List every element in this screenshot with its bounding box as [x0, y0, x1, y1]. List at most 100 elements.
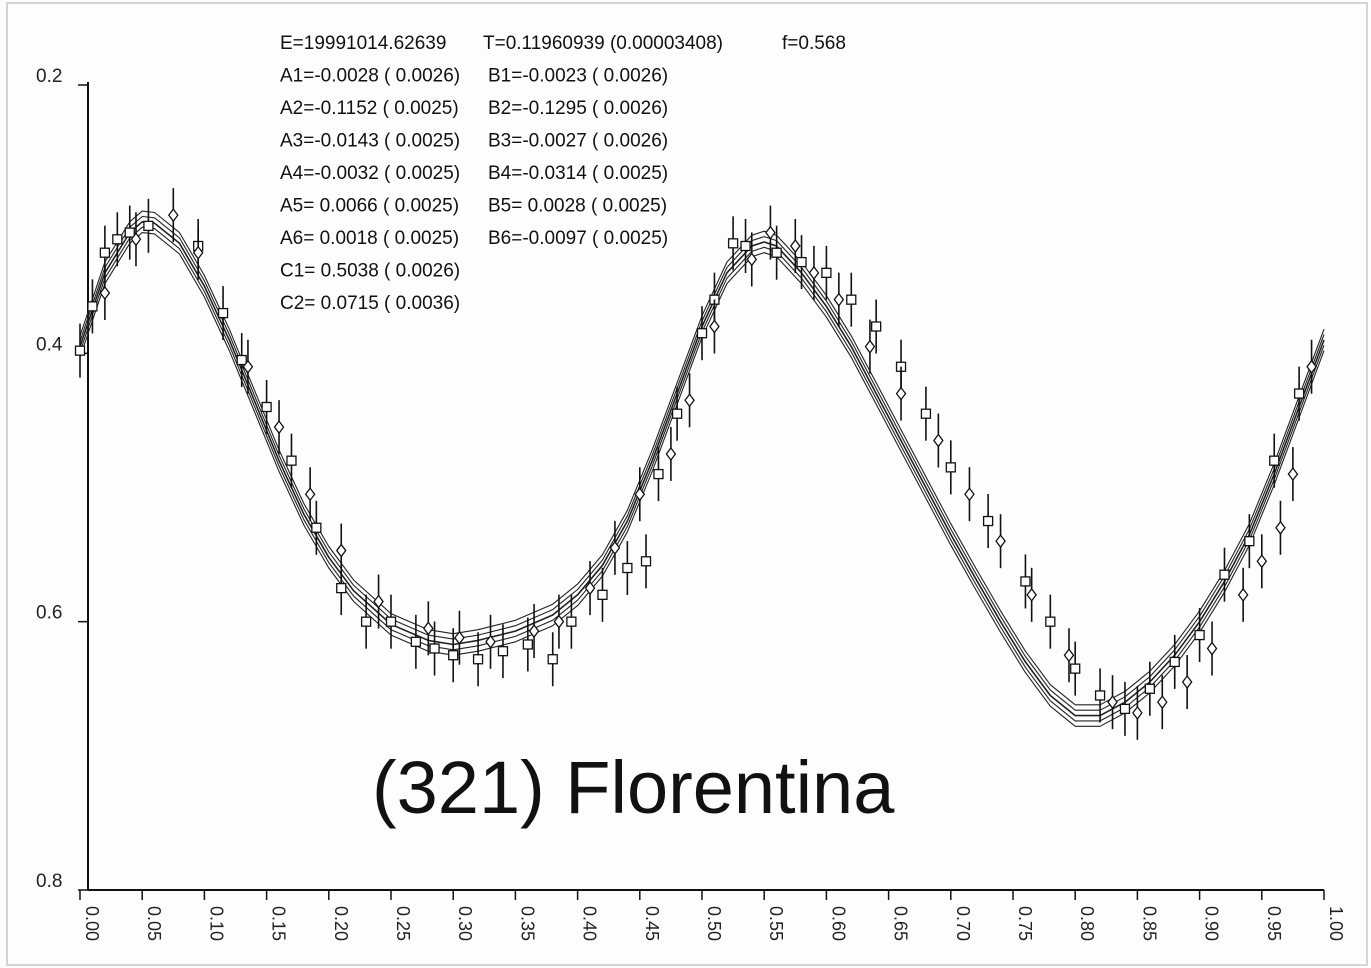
square-marker: [653, 468, 664, 480]
x-tick-label: 0.55: [766, 906, 786, 941]
diamond-marker: [1275, 520, 1286, 535]
diamond-marker: [1287, 466, 1299, 482]
x-tick-label: 0.95: [1264, 906, 1284, 941]
parameter-text: B4=-0.0314 ( 0.0025): [488, 163, 668, 184]
diamond-marker: [765, 225, 776, 240]
diamond-marker: [130, 232, 142, 247]
diamond-marker: [964, 487, 975, 502]
square-marker: [522, 639, 533, 650]
diamond-marker: [485, 634, 496, 649]
diamond-marker: [864, 339, 876, 354]
axes: 0.2 0.4 0.6 0.8 0.00 0.05 0.10 0.15 0.20 0.25 0.30…: [36, 66, 1346, 941]
parameter-text: T=0.11960939 (0.00003408): [483, 33, 723, 54]
x-tick-label: 0.15: [269, 906, 289, 941]
diamond-point: [1181, 655, 1193, 710]
square-point: [1194, 608, 1205, 663]
x-tick-label: 0.05: [144, 906, 164, 941]
parameter-text: C1= 0.5038 ( 0.0026): [280, 261, 460, 282]
diamond-point: [528, 604, 540, 659]
square-point: [1169, 634, 1180, 689]
diamond-marker: [1306, 359, 1317, 374]
diamond-marker: [789, 238, 801, 254]
square-marker: [821, 267, 832, 278]
square-point: [360, 594, 372, 649]
diamond-point: [864, 319, 876, 374]
parameter-text: E=19991014.62639: [280, 33, 446, 54]
square-marker: [796, 256, 807, 268]
diamond-marker: [454, 630, 465, 645]
square-point: [653, 447, 664, 502]
parameter-text: A6= 0.0018 ( 0.0025): [280, 228, 459, 249]
square-marker: [497, 646, 509, 657]
square-marker: [112, 234, 123, 245]
square-marker: [1244, 536, 1255, 547]
y-tick-label: 0.2: [36, 66, 62, 87]
x-tick-label: 0.20: [331, 906, 351, 941]
square-point: [1020, 554, 1031, 609]
diamond-point: [964, 467, 975, 522]
x-tick-label: 0.75: [1015, 906, 1035, 941]
diamond-marker: [684, 393, 695, 408]
square-marker: [87, 301, 98, 312]
square-point: [1219, 547, 1230, 602]
x-tick-label: 0.40: [580, 906, 600, 941]
square-marker: [429, 643, 440, 654]
x-tick-label: 0.10: [206, 906, 226, 941]
square-point: [1119, 681, 1131, 736]
square-point: [1094, 668, 1106, 723]
square-point: [429, 621, 440, 676]
fit-curve-line: [79, 210, 1325, 706]
x-tick-label: 0.70: [953, 906, 973, 941]
square-marker: [871, 321, 882, 332]
square-marker: [640, 556, 652, 567]
square-marker: [385, 616, 397, 627]
square-point: [740, 219, 751, 273]
fit-curve-line: [79, 221, 1325, 717]
diamond-point: [709, 299, 720, 354]
square-marker: [1169, 656, 1180, 668]
parameter-text: A3=-0.0143 ( 0.0025): [280, 131, 460, 152]
square-point: [261, 380, 272, 434]
data-points: [74, 188, 1317, 740]
x-tick-label: 0.00: [82, 906, 102, 941]
square-marker: [410, 636, 422, 647]
diamond-marker: [1237, 587, 1249, 602]
fit-curve-line: [79, 226, 1325, 722]
diamond-point: [584, 561, 596, 616]
parameter-text: f=0.568: [782, 33, 846, 54]
diamond-point: [1026, 567, 1037, 622]
square-marker: [945, 462, 956, 473]
square-point: [771, 225, 782, 280]
diamond-point: [1275, 500, 1286, 555]
x-tick-label: 0.85: [1139, 906, 1159, 941]
diamond-marker: [1026, 587, 1037, 602]
parameter-text: C2= 0.0715 ( 0.0036): [280, 293, 460, 314]
diamond-marker: [1107, 695, 1118, 710]
square-point: [871, 299, 882, 354]
diamond-point: [304, 467, 316, 522]
square-point: [671, 386, 683, 441]
fit-curve-line: [79, 215, 1325, 711]
parameter-text: A1=-0.0028 ( 0.0026): [280, 66, 460, 87]
square-point: [410, 614, 422, 669]
square-marker: [547, 654, 558, 665]
diamond-marker: [895, 386, 907, 401]
square-point: [846, 272, 857, 327]
diamond-marker: [933, 433, 944, 448]
square-point: [143, 198, 154, 253]
diamond-point: [1237, 567, 1249, 622]
square-marker: [771, 247, 782, 258]
diamond-point: [634, 467, 646, 522]
square-point: [236, 333, 247, 388]
diamond-marker: [304, 487, 316, 502]
diamond-point: [99, 265, 111, 320]
square-point: [945, 440, 956, 495]
square-marker: [1119, 703, 1131, 715]
square-marker: [472, 654, 484, 665]
diamond-point: [373, 574, 384, 629]
parameter-text: B3=-0.0027 ( 0.0026): [488, 131, 668, 152]
diamond-point: [1306, 339, 1317, 394]
square-marker: [74, 345, 86, 356]
diamond-marker: [192, 245, 204, 260]
square-marker: [1070, 663, 1081, 674]
